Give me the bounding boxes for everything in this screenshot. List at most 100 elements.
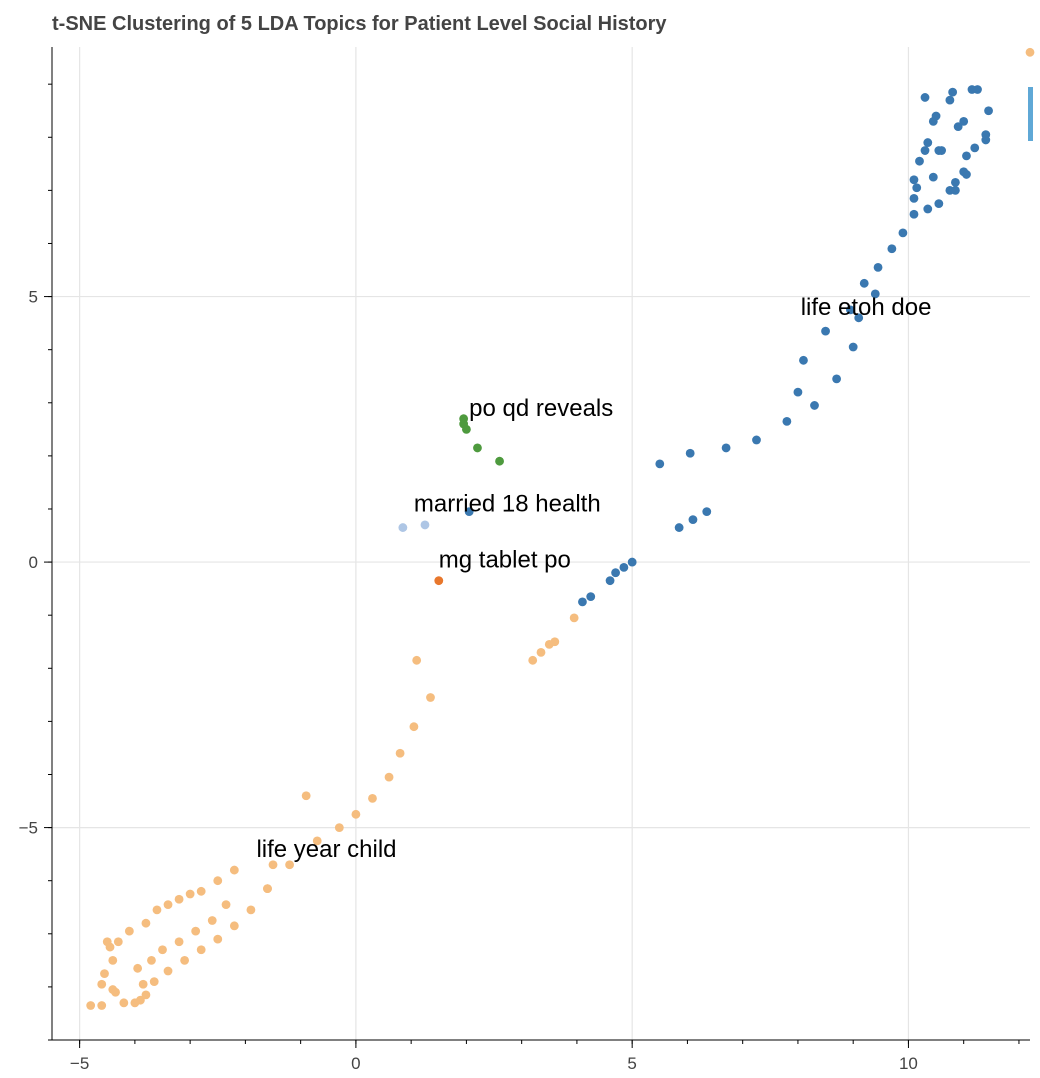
scatter-point-series-1 bbox=[846, 305, 855, 315]
scatter-point-series-1 bbox=[721, 443, 731, 453]
x-tick-label: 5 bbox=[627, 1054, 636, 1073]
scatter-point-series-1 bbox=[951, 185, 960, 195]
scatter-point-series-1 bbox=[688, 515, 698, 525]
scatter-point-series-1 bbox=[953, 122, 963, 132]
scatter-point-series-0 bbox=[409, 722, 419, 732]
scatter-point-series-1 bbox=[586, 592, 596, 602]
scatter-point-series-0 bbox=[163, 966, 173, 976]
scatter-point-series-1 bbox=[915, 156, 924, 166]
scatter-point-series-3 bbox=[398, 523, 408, 532]
grid bbox=[52, 47, 1030, 1040]
axes: −5 0 5 10 −5 0 5 bbox=[19, 47, 1030, 1073]
scatter-point-series-0 bbox=[163, 900, 173, 909]
scatter-point-series-0 bbox=[268, 860, 278, 870]
scatter-point-series-0 bbox=[229, 865, 239, 875]
y-tick-label: 0 bbox=[29, 553, 38, 572]
x-tick-label: 0 bbox=[351, 1054, 360, 1073]
scatter-point-series-1 bbox=[909, 193, 919, 203]
topic-annotation: life year child bbox=[256, 836, 396, 863]
scatter-point-series-0 bbox=[213, 934, 223, 944]
scatter-point-series-1 bbox=[605, 576, 615, 586]
scatter-point-series-0 bbox=[550, 637, 560, 647]
chart-title: t-SNE Clustering of 5 LDA Topics for Pat… bbox=[52, 13, 667, 35]
topic-annotation: po qd reveals bbox=[469, 395, 613, 422]
scatter-point-series-0 bbox=[141, 990, 151, 1000]
scatter-point-series-1 bbox=[934, 199, 944, 209]
scatter-point-series-1 bbox=[898, 228, 908, 238]
scatter-point-series-0 bbox=[1025, 47, 1035, 57]
scatter-point-series-0 bbox=[147, 955, 156, 965]
scatter-point-series-0 bbox=[536, 647, 546, 657]
scatter-point-series-1 bbox=[793, 387, 803, 397]
scatter-point-series-0 bbox=[158, 945, 167, 955]
scatter-point-series-1 bbox=[931, 111, 941, 121]
scatter-point-series-2 bbox=[462, 424, 471, 434]
scatter-point-series-0 bbox=[351, 809, 361, 819]
scatter-point-series-0 bbox=[174, 894, 184, 904]
scatter-point-series-4 bbox=[434, 576, 444, 586]
scatter-point-series-1 bbox=[752, 435, 761, 445]
scatter-point-series-0 bbox=[119, 998, 129, 1008]
topic-annotations: life etoh doe po qd reveals married 18 hea… bbox=[256, 294, 931, 863]
scatter-point-series-0 bbox=[213, 876, 223, 886]
scatter-point-series-1 bbox=[909, 175, 919, 185]
topic-annotation: life etoh doe bbox=[801, 294, 932, 321]
scatter-point-series-1 bbox=[702, 507, 712, 517]
scatter-point-series-0 bbox=[334, 823, 344, 832]
scatter-point-series-0 bbox=[191, 926, 201, 936]
x-tick-label: 10 bbox=[899, 1054, 918, 1073]
scatter-point-series-1 bbox=[655, 459, 665, 469]
scatter-point-series-1 bbox=[948, 87, 958, 97]
scatter-point-series-0 bbox=[100, 969, 109, 979]
scatter-point-series-1 bbox=[959, 116, 969, 126]
scatter-point-series-1 bbox=[619, 562, 629, 572]
scatter-point-series-0 bbox=[569, 613, 579, 623]
scatter-point-series-1 bbox=[951, 178, 960, 187]
scatter-point-series-0 bbox=[185, 889, 195, 899]
scatter-point-series-1 bbox=[962, 151, 971, 161]
scatter-point-series-1 bbox=[674, 523, 684, 532]
topic-annotation: married 18 health bbox=[414, 491, 601, 518]
scatter-point-series-0 bbox=[97, 1001, 107, 1010]
scatter-point-series-1 bbox=[685, 448, 695, 458]
scatter-point-series-1 bbox=[464, 507, 474, 517]
scatter-point-series-0 bbox=[136, 995, 145, 1005]
scatter-point-series-0 bbox=[528, 655, 538, 665]
toolbar-indicator[interactable] bbox=[1028, 87, 1033, 141]
scatter-point-series-1 bbox=[920, 93, 930, 102]
scatter-point-series-1 bbox=[981, 130, 991, 140]
scatter-point-series-1 bbox=[859, 278, 869, 288]
scatter-point-series-0 bbox=[207, 916, 217, 925]
scatter-point-series-1 bbox=[854, 313, 864, 323]
scatter-point-series-0 bbox=[426, 693, 435, 702]
scatter-point-series-1 bbox=[821, 326, 830, 336]
scatter-point-series-0 bbox=[133, 963, 143, 973]
scatter-point-series-0 bbox=[196, 886, 206, 896]
scatter-point-series-1 bbox=[945, 95, 955, 105]
scatter-point-series-0 bbox=[113, 937, 123, 947]
scatter-point-series-1 bbox=[848, 342, 858, 352]
scatter-point-series-0 bbox=[412, 655, 422, 665]
scatter-point-series-0 bbox=[174, 937, 184, 947]
scatter-point-series-1 bbox=[912, 183, 922, 193]
scatter-point-series-3 bbox=[420, 520, 430, 530]
scatter-point-series-0 bbox=[152, 905, 162, 915]
scatter-point-series-0 bbox=[180, 955, 190, 965]
scatter-point-series-1 bbox=[920, 146, 930, 155]
scatter-point-series-0 bbox=[196, 945, 206, 955]
scatter-point-series-2 bbox=[495, 456, 504, 466]
scatter-point-series-1 bbox=[909, 209, 919, 219]
scatter-point-series-0 bbox=[246, 905, 256, 915]
scatter-point-series-0 bbox=[124, 926, 134, 936]
scatter-point-series-1 bbox=[578, 597, 587, 607]
scatter-point-series-0 bbox=[395, 748, 405, 758]
scatter-point-series-0 bbox=[108, 955, 118, 965]
scatter-point-series-2 bbox=[473, 443, 482, 453]
y-tick-label: 5 bbox=[29, 288, 38, 307]
scatter-point-series-0 bbox=[301, 791, 311, 801]
scatter-point-series-0 bbox=[312, 836, 322, 846]
x-tick-label: −5 bbox=[70, 1054, 89, 1073]
scatter-point-series-0 bbox=[141, 918, 151, 928]
scatter-point-series-0 bbox=[285, 860, 294, 870]
